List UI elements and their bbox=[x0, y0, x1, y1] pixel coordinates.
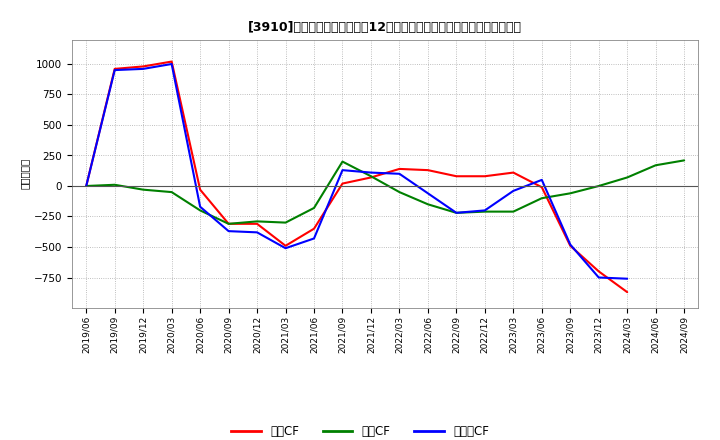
営業CF bbox=[480, 174, 489, 179]
投資CF bbox=[423, 202, 432, 207]
投資CF bbox=[595, 183, 603, 189]
Line: フリーCF: フリーCF bbox=[86, 64, 627, 279]
営業CF bbox=[196, 187, 204, 192]
営業CF bbox=[225, 221, 233, 227]
フリーCF bbox=[338, 168, 347, 173]
フリーCF bbox=[139, 66, 148, 72]
投資CF bbox=[395, 190, 404, 195]
投資CF bbox=[480, 209, 489, 214]
フリーCF bbox=[253, 230, 261, 235]
フリーCF bbox=[395, 171, 404, 176]
フリーCF bbox=[623, 276, 631, 281]
Line: 投資CF: 投資CF bbox=[86, 160, 684, 224]
投資CF bbox=[452, 210, 461, 216]
フリーCF bbox=[595, 275, 603, 280]
Line: 営業CF: 営業CF bbox=[86, 62, 627, 292]
フリーCF bbox=[196, 204, 204, 209]
投資CF bbox=[566, 191, 575, 196]
投資CF bbox=[680, 158, 688, 163]
フリーCF bbox=[110, 67, 119, 73]
投資CF bbox=[509, 209, 518, 214]
フリーCF bbox=[509, 188, 518, 194]
フリーCF bbox=[282, 246, 290, 251]
営業CF bbox=[452, 174, 461, 179]
投資CF bbox=[652, 163, 660, 168]
投資CF bbox=[310, 205, 318, 211]
営業CF bbox=[139, 64, 148, 69]
フリーCF bbox=[310, 236, 318, 241]
Title: [3910]　キャッシュフローの12か月移動合計の対前年同期増減額の推移: [3910] キャッシュフローの12か月移動合計の対前年同期増減額の推移 bbox=[248, 21, 522, 34]
営業CF bbox=[310, 226, 318, 231]
投資CF bbox=[623, 175, 631, 180]
フリーCF bbox=[566, 242, 575, 247]
Legend: 営業CF, 投資CF, フリーCF: 営業CF, 投資CF, フリーCF bbox=[226, 421, 494, 440]
投資CF bbox=[110, 182, 119, 187]
営業CF bbox=[395, 166, 404, 172]
営業CF bbox=[282, 243, 290, 249]
営業CF bbox=[338, 181, 347, 186]
営業CF bbox=[509, 170, 518, 175]
投資CF bbox=[338, 159, 347, 164]
フリーCF bbox=[225, 228, 233, 234]
営業CF bbox=[82, 183, 91, 189]
フリーCF bbox=[366, 170, 375, 175]
営業CF bbox=[566, 243, 575, 249]
フリーCF bbox=[167, 61, 176, 66]
営業CF bbox=[253, 221, 261, 227]
投資CF bbox=[366, 174, 375, 179]
営業CF bbox=[423, 168, 432, 173]
投資CF bbox=[167, 190, 176, 195]
フリーCF bbox=[480, 208, 489, 213]
営業CF bbox=[537, 184, 546, 190]
投資CF bbox=[196, 208, 204, 213]
営業CF bbox=[110, 66, 119, 72]
投資CF bbox=[225, 221, 233, 227]
営業CF bbox=[167, 59, 176, 64]
投資CF bbox=[282, 220, 290, 225]
営業CF bbox=[366, 175, 375, 180]
営業CF bbox=[623, 290, 631, 295]
フリーCF bbox=[452, 210, 461, 216]
投資CF bbox=[537, 195, 546, 201]
投資CF bbox=[253, 219, 261, 224]
投資CF bbox=[82, 183, 91, 189]
Y-axis label: （百万円）: （百万円） bbox=[19, 158, 30, 190]
フリーCF bbox=[423, 191, 432, 196]
投資CF bbox=[139, 187, 148, 192]
フリーCF bbox=[537, 177, 546, 183]
フリーCF bbox=[82, 183, 91, 189]
営業CF bbox=[595, 269, 603, 274]
